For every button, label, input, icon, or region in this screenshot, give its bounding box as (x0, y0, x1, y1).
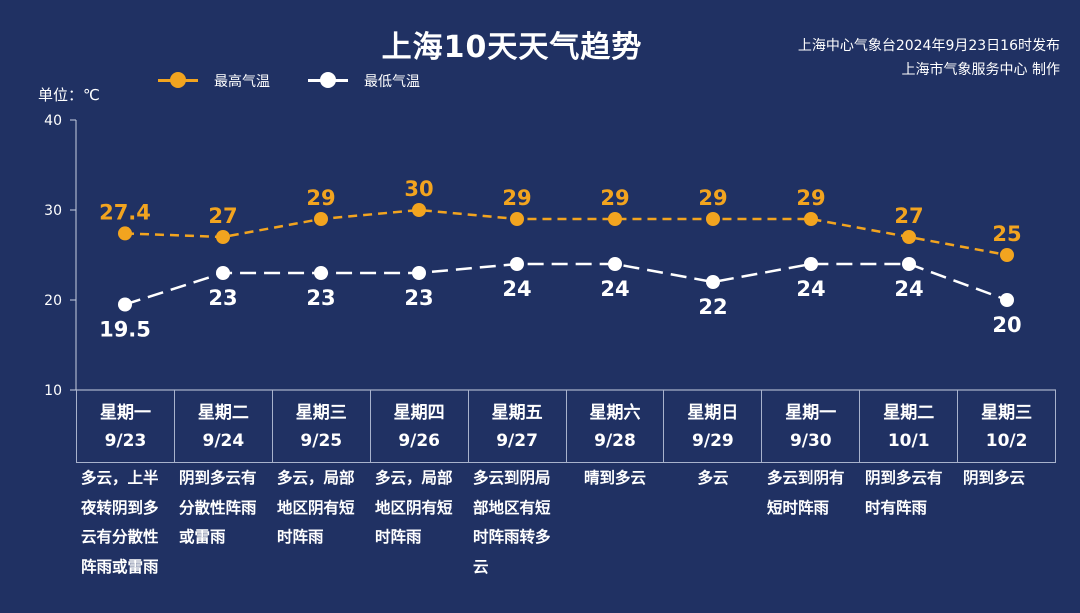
y-tick-label: 10 (44, 383, 62, 399)
day-date: 9/26 (398, 431, 441, 451)
low-temp-label: 24 (796, 277, 825, 301)
weather-description: 晴到多云 (583, 469, 646, 487)
high-temp-line (124, 208, 1008, 257)
weather-description: 多云，上半夜转阴到多云有分散性阵雨或雷雨 (81, 469, 159, 576)
high-temp-label: 27 (894, 204, 923, 228)
day-weekday: 星期三 (295, 403, 347, 423)
day-date: 10/1 (887, 431, 930, 451)
weather-description: 多云 (697, 469, 729, 487)
day-weekday: 星期三 (981, 403, 1033, 423)
day-date: 9/27 (496, 431, 538, 451)
day-cell: 星期一 9/30 (762, 390, 861, 462)
chart-title: 上海10天天气趋势 (381, 30, 643, 65)
weather-description: 阴到多云 (963, 469, 1026, 487)
high-temp-point (804, 212, 818, 226)
weather-description: 多云到阴有短时阵雨 (767, 469, 845, 517)
low-temp-point (706, 275, 720, 289)
publisher-credit: 上海中心气象台2024年9月23日16时发布 上海市气象服务中心 制作 (798, 34, 1060, 82)
weather-description: 多云，局部地区阴有短时阵雨 (375, 469, 453, 546)
y-tick-label: 40 (44, 113, 62, 129)
day-date: 9/25 (300, 431, 343, 451)
legend-label-low: 最低气温 (364, 74, 420, 90)
y-axis-unit-label: 单位：℃ (38, 86, 100, 104)
low-temp-point (902, 257, 916, 271)
legend-marker-high (170, 72, 186, 88)
high-temp-point (412, 203, 426, 217)
weather-description: 多云，局部地区阴有短时阵雨 (277, 469, 355, 546)
high-temp-label: 29 (698, 186, 727, 210)
low-temp-label: 24 (600, 277, 629, 301)
high-temp-label: 29 (796, 186, 825, 210)
day-date: 9/29 (692, 431, 734, 451)
low-temp-point (412, 266, 426, 280)
credit-line-issuer: 上海中心气象台2024年9月23日16时发布 (797, 38, 1060, 54)
high-temp-label: 30 (404, 177, 433, 201)
low-temp-label: 20 (992, 313, 1021, 337)
high-temp-point (706, 212, 720, 226)
day-date: 10/2 (985, 431, 1028, 451)
day-cell: 星期二 9/24 (175, 390, 273, 462)
high-temp-label: 29 (600, 186, 629, 210)
day-cell: 星期一 9/23 (76, 390, 175, 462)
legend-label-high: 最高气温 (214, 74, 270, 90)
low-temp-label: 23 (208, 286, 237, 310)
day-cell: 星期三 10/2 (958, 390, 1057, 462)
day-weekday: 星期六 (589, 403, 641, 423)
day-weekday: 星期一 (785, 403, 837, 423)
day-header-row: 星期一 9/23 星期二 9/24 星期三 9/25 星期四 9/26 星期五 9/27 … (76, 390, 1057, 463)
weather-description: 多云到阴局部地区有短时阵雨转多云 (473, 469, 551, 576)
low-temp-point (118, 297, 132, 312)
legend-marker-low (320, 72, 336, 88)
low-temp-point (314, 266, 328, 280)
high-temp-label: 27.4 (99, 200, 151, 224)
low-temp-point (510, 257, 524, 271)
day-cell: 星期五 9/27 (469, 390, 567, 462)
high-temp-label: 25 (992, 222, 1021, 246)
y-tick-label: 30 (44, 203, 62, 219)
low-temp-point (804, 257, 818, 271)
high-temp-point (510, 212, 524, 226)
day-weekday: 星期四 (393, 403, 445, 423)
low-temp-label: 23 (404, 286, 433, 310)
low-temp-label: 23 (306, 286, 335, 310)
low-temp-label: 24 (894, 277, 923, 301)
day-weekday: 星期五 (491, 403, 543, 423)
day-cell: 星期四 9/26 (371, 390, 469, 462)
day-cell: 星期日 9/29 (664, 390, 763, 462)
high-temp-point (118, 226, 132, 241)
high-temp-label: 29 (502, 186, 531, 210)
day-weekday: 星期日 (687, 403, 739, 423)
high-temp-point (1000, 248, 1014, 262)
low-temp-label: 24 (502, 277, 531, 301)
day-date: 9/30 (789, 431, 832, 451)
high-temp-point (608, 212, 622, 226)
day-cell: 星期三 9/25 (273, 390, 371, 462)
day-date: 9/23 (104, 431, 147, 451)
day-date: 9/24 (202, 431, 245, 451)
weather-description-row: 多云，上半夜转阴到多云有分散性阵雨或雷雨 阴到多云有分散性阵雨或雷雨 多云，局部… (76, 464, 1056, 582)
weather-description: 阴到多云有分散性阵雨或雷雨 (179, 469, 257, 546)
day-weekday: 星期二 (883, 403, 935, 423)
high-temp-label: 29 (306, 186, 335, 210)
low-temp-line (124, 262, 1008, 306)
day-cell: 星期六 9/28 (567, 390, 665, 462)
credit-line-producer: 上海市气象服务中心 制作 (901, 62, 1060, 78)
y-tick-label: 20 (44, 293, 62, 309)
high-temp-point (314, 212, 328, 226)
low-temp-point (1000, 293, 1014, 307)
day-weekday: 星期一 (99, 403, 151, 423)
low-temp-point (216, 266, 230, 280)
low-temp-label: 22 (698, 295, 727, 319)
high-temp-label: 27 (208, 204, 237, 228)
high-temp-point (902, 230, 916, 244)
day-date: 9/28 (594, 431, 636, 451)
low-temp-point (608, 257, 622, 271)
low-temp-label: 19.5 (99, 318, 151, 342)
high-temp-point (216, 230, 230, 244)
day-weekday: 星期二 (197, 403, 249, 423)
weather-description: 阴到多云有时有阵雨 (865, 469, 943, 517)
day-cell: 星期二 10/1 (860, 390, 959, 462)
